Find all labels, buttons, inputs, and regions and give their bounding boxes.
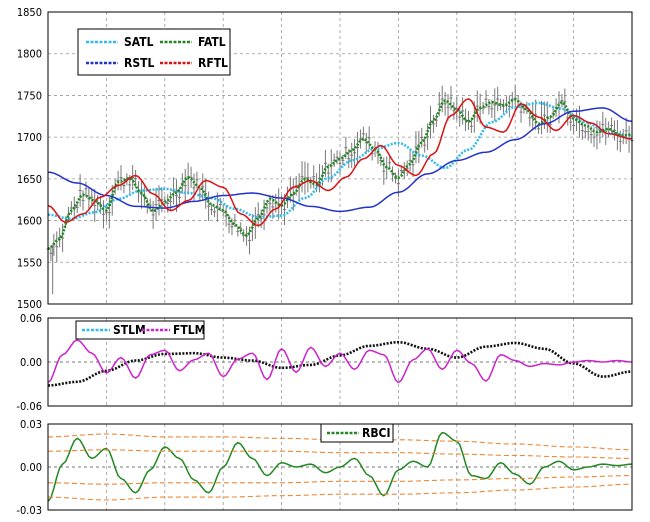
y-tick-label: 1800 xyxy=(17,48,42,61)
rstl-line xyxy=(47,107,633,213)
legend-rstl-label: RSTL xyxy=(124,56,154,70)
satl-line xyxy=(47,101,633,221)
legend-rbci-label: RBCI xyxy=(362,426,390,440)
y-tick-label: 1750 xyxy=(17,89,42,102)
rbci-line xyxy=(47,431,633,502)
y-tick-label: 0.00 xyxy=(20,461,42,474)
rbci-y-ticks: 0.03 0.00 -0.03 xyxy=(16,418,42,517)
price-y-ticks: 1850 1800 1750 1700 1650 1600 1550 1500 xyxy=(17,6,42,311)
momentum-series xyxy=(47,339,633,387)
rbci-grid xyxy=(48,424,632,510)
y-tick-label: 1650 xyxy=(17,173,42,186)
y-tick-label: 1550 xyxy=(17,256,42,269)
price-series xyxy=(47,98,633,251)
y-tick-label: -0.06 xyxy=(16,400,42,413)
momentum-legend: STLM FTLM xyxy=(75,320,205,340)
y-tick-label: 0.06 xyxy=(20,312,42,325)
y-tick-label: 1600 xyxy=(17,215,42,228)
price-legend-box xyxy=(77,28,231,76)
momentum-y-ticks: 0.06 0.00 -0.06 xyxy=(16,312,42,413)
band-line xyxy=(48,449,632,459)
y-tick-label: -0.03 xyxy=(16,504,42,517)
momentum-panel: 0.06 0.00 -0.06 STLM FTLM xyxy=(16,312,633,413)
rbci-legend: RBCI xyxy=(320,423,394,443)
legend-ftlm-label: FTLM xyxy=(173,323,205,337)
price-plot-frame xyxy=(47,11,633,305)
rftl-line xyxy=(47,98,633,227)
momentum-legend-box xyxy=(75,320,205,340)
ftlm-line xyxy=(47,339,633,384)
fatl-line xyxy=(47,98,633,251)
y-tick-label: 1850 xyxy=(17,6,42,19)
band-line xyxy=(48,475,632,485)
legend-satl-label: SATL xyxy=(124,35,154,49)
price-legend: SATL FATL RSTL RFTL xyxy=(77,28,231,76)
legend-fatl-label: FATL xyxy=(198,35,226,49)
legend-stlm-label: STLM xyxy=(113,323,146,337)
band-line xyxy=(48,483,632,501)
stlm-line xyxy=(47,340,633,387)
price-panel: 1850 1800 1750 1700 1650 1600 1550 1500 SATL FA… xyxy=(17,6,634,311)
momentum-plot-frame xyxy=(47,317,633,407)
rbci-panel: 0.03 0.00 -0.03 RBCI xyxy=(16,418,633,517)
y-tick-label: 0.03 xyxy=(20,418,42,431)
y-tick-label: 1700 xyxy=(17,131,42,144)
y-tick-label: 1500 xyxy=(17,298,42,311)
legend-rftl-label: RFTL xyxy=(198,56,228,70)
y-tick-label: 0.00 xyxy=(20,356,42,369)
